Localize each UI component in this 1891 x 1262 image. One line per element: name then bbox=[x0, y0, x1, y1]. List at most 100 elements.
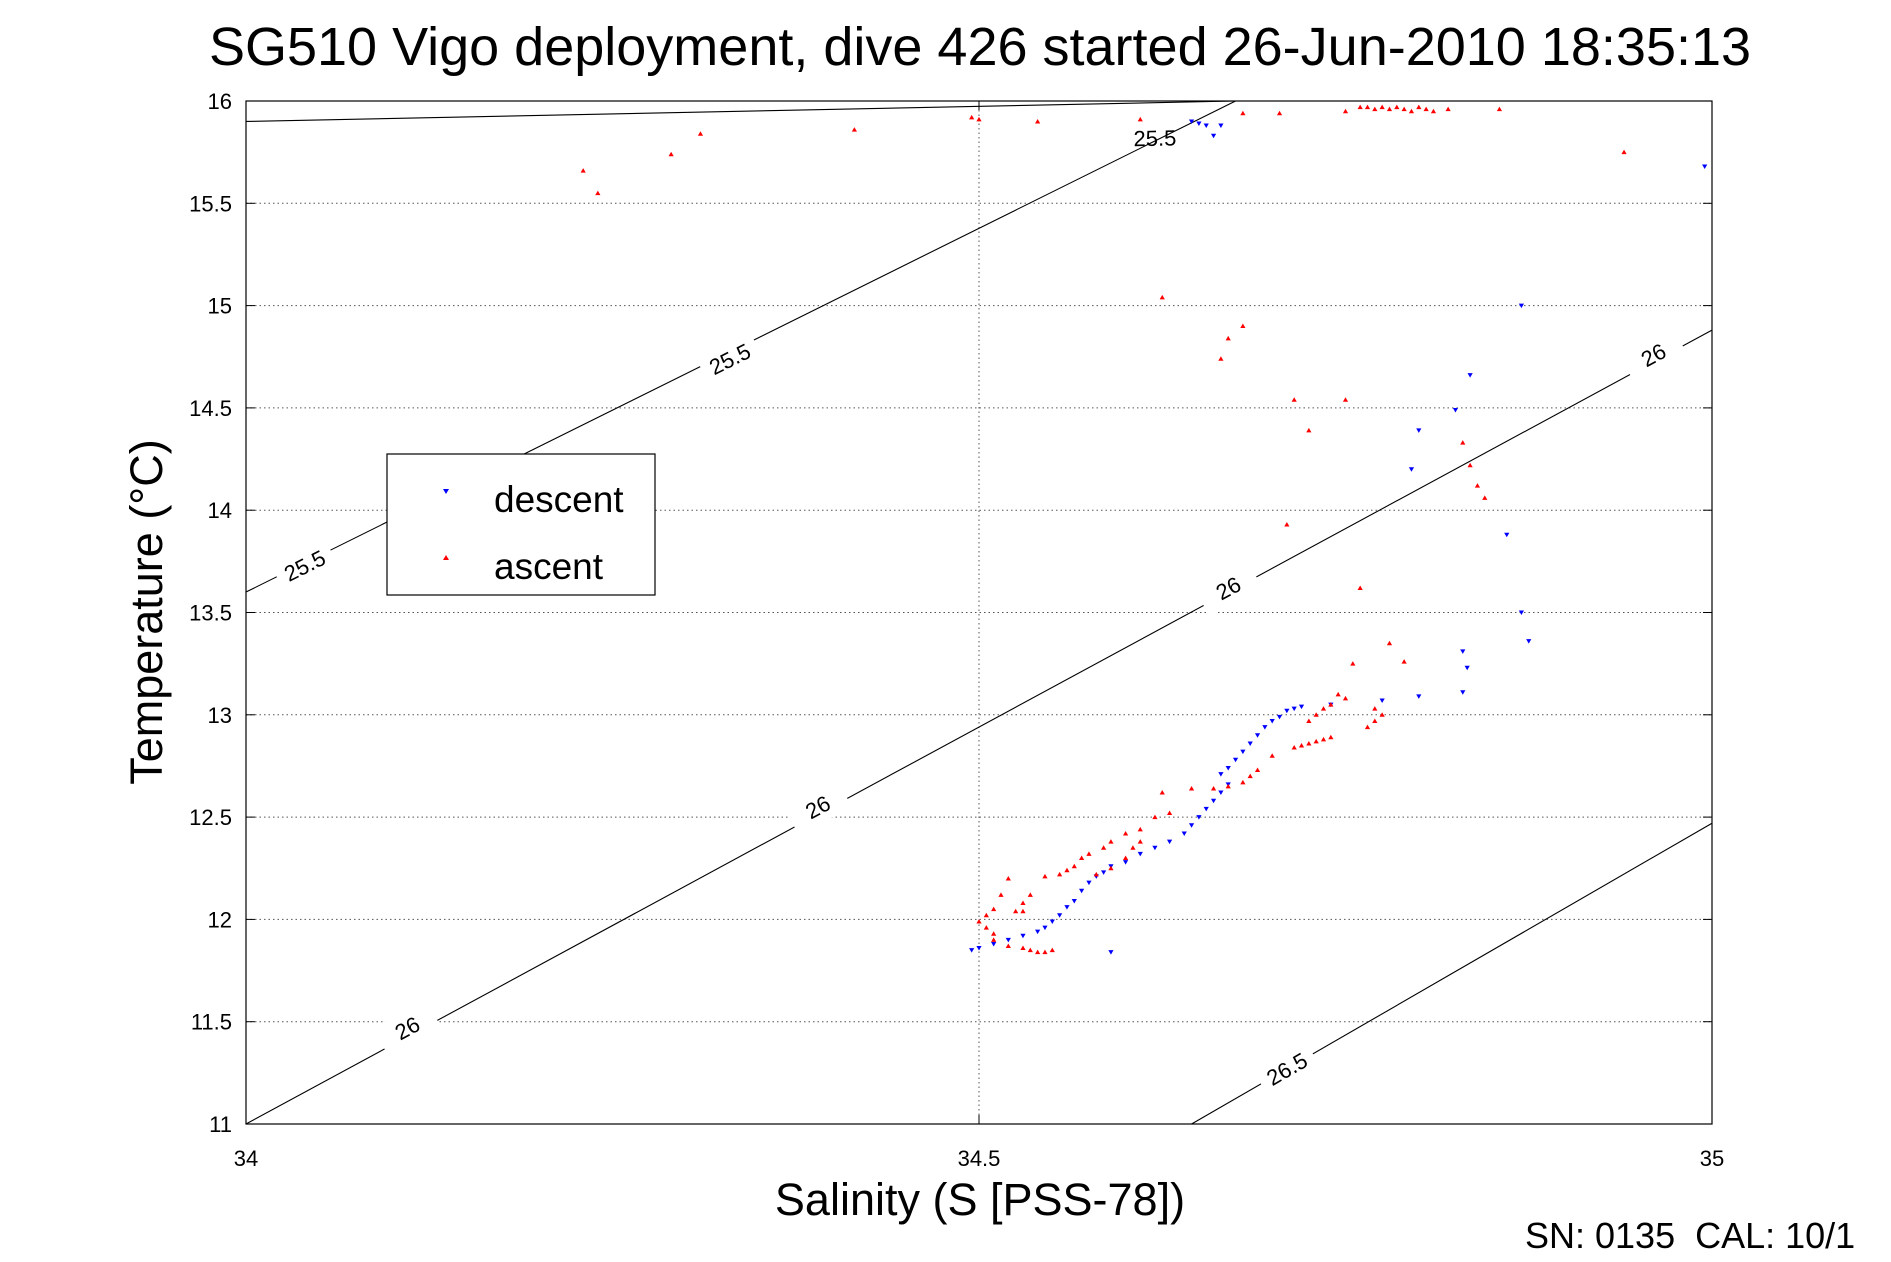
ascent-point bbox=[595, 190, 601, 196]
ascent-point bbox=[1328, 734, 1334, 740]
descent-point bbox=[1196, 121, 1202, 127]
ascent-point bbox=[1445, 106, 1451, 112]
descent-point bbox=[1188, 823, 1195, 828]
ascent-point bbox=[1386, 106, 1393, 112]
ascent-point bbox=[1049, 947, 1055, 953]
descent-point bbox=[1035, 929, 1041, 935]
ascent-point bbox=[1474, 483, 1481, 488]
descent-point bbox=[1123, 860, 1129, 865]
descent-point bbox=[1240, 749, 1246, 755]
descent-point bbox=[1196, 815, 1202, 820]
ascent-point bbox=[1467, 462, 1473, 468]
legend-box bbox=[386, 453, 656, 596]
ascent-point bbox=[1159, 790, 1165, 795]
descent-point bbox=[1284, 708, 1290, 714]
legend-ascent-label: ascent bbox=[494, 546, 604, 587]
ascent-point bbox=[1342, 695, 1349, 701]
density-contour-line bbox=[245, 329, 1713, 1125]
ascent-point bbox=[1269, 753, 1275, 758]
ascent-point bbox=[1254, 767, 1261, 773]
ascent-point bbox=[697, 131, 704, 136]
descent-point bbox=[1291, 706, 1297, 712]
descent-point bbox=[1005, 937, 1011, 943]
ascent-point bbox=[1027, 892, 1033, 897]
ascent-point bbox=[1108, 865, 1114, 871]
ascent-point bbox=[991, 937, 997, 942]
descent-point bbox=[1071, 898, 1077, 904]
ascent-point bbox=[1364, 104, 1371, 110]
ascent-series bbox=[580, 104, 1627, 955]
ascent-point bbox=[1152, 814, 1158, 820]
ascent-point bbox=[851, 127, 857, 132]
ascent-point bbox=[1137, 839, 1143, 844]
descent-point bbox=[1210, 798, 1217, 804]
ascent-point bbox=[580, 168, 586, 173]
ascent-point bbox=[1225, 335, 1231, 341]
ascent-point bbox=[969, 114, 975, 120]
contour-label-mask bbox=[373, 999, 442, 1057]
descent-point bbox=[1086, 880, 1092, 886]
descent-point bbox=[1298, 704, 1305, 710]
descent-point bbox=[1057, 913, 1063, 918]
ascent-point bbox=[1313, 712, 1319, 717]
descent-point bbox=[1416, 694, 1422, 699]
y-tick-label: 13 bbox=[208, 703, 232, 728]
x-axis-label: Salinity (S [PSS-78]) bbox=[775, 1174, 1185, 1225]
contour-label-mask bbox=[1194, 559, 1263, 617]
y-tick-label: 12.5 bbox=[189, 805, 232, 830]
ascent-point bbox=[1284, 522, 1290, 527]
ascent-point bbox=[1357, 585, 1363, 590]
ascent-point bbox=[1430, 108, 1437, 114]
ascent-point bbox=[1020, 908, 1026, 914]
descent-point bbox=[1232, 757, 1239, 763]
ascent-point bbox=[1159, 294, 1165, 300]
descent-point bbox=[1254, 733, 1261, 738]
ascent-point bbox=[1093, 871, 1099, 877]
ascent-point bbox=[976, 116, 982, 122]
descent-point bbox=[1064, 905, 1070, 910]
ascent-point bbox=[1276, 110, 1283, 116]
descent-point bbox=[1504, 532, 1510, 538]
y-tick-label: 11 bbox=[209, 1112, 232, 1137]
ascent-point bbox=[1137, 116, 1143, 122]
ascent-point bbox=[1079, 855, 1085, 861]
ascent-point bbox=[1020, 945, 1026, 951]
ascent-point bbox=[1123, 855, 1129, 861]
footer-note: SN: 0135 CAL: 10/1 bbox=[1525, 1215, 1855, 1256]
ascent-point bbox=[1005, 875, 1011, 881]
y-tick-label: 14.5 bbox=[189, 396, 232, 421]
ascent-point bbox=[1071, 863, 1077, 869]
ascent-point bbox=[1005, 943, 1011, 948]
descent-point bbox=[1020, 933, 1026, 939]
descent-point bbox=[1702, 164, 1708, 169]
ascent-point bbox=[668, 151, 674, 157]
ascent-point bbox=[1357, 104, 1363, 110]
ascent-point bbox=[1042, 949, 1048, 955]
ascent-point bbox=[1210, 785, 1217, 791]
ascent-point bbox=[1035, 949, 1041, 955]
ascent-point bbox=[1460, 440, 1466, 445]
ascent-point bbox=[1130, 845, 1136, 850]
ascent-point bbox=[1306, 718, 1312, 723]
descent-point bbox=[1460, 690, 1466, 695]
descent-point bbox=[1181, 831, 1187, 836]
density-contour-line bbox=[245, 100, 1236, 123]
ascent-point bbox=[1057, 871, 1063, 877]
ascent-point bbox=[1306, 427, 1312, 433]
ascent-point bbox=[1035, 118, 1041, 124]
descent-point bbox=[1526, 639, 1532, 644]
descent-point bbox=[1416, 428, 1422, 433]
descent-point bbox=[1101, 870, 1107, 875]
ascent-point bbox=[1379, 712, 1385, 717]
descent-point bbox=[1467, 373, 1473, 378]
descent-point bbox=[1188, 119, 1195, 124]
ascent-point bbox=[1188, 785, 1195, 791]
ascent-point bbox=[1401, 659, 1407, 664]
ascent-point bbox=[1320, 736, 1327, 742]
descent-point bbox=[1225, 765, 1231, 771]
ascent-point bbox=[1408, 108, 1415, 114]
ascent-point bbox=[1247, 773, 1253, 779]
contour-label-mask bbox=[1252, 1039, 1321, 1098]
ascent-point bbox=[1013, 908, 1019, 914]
